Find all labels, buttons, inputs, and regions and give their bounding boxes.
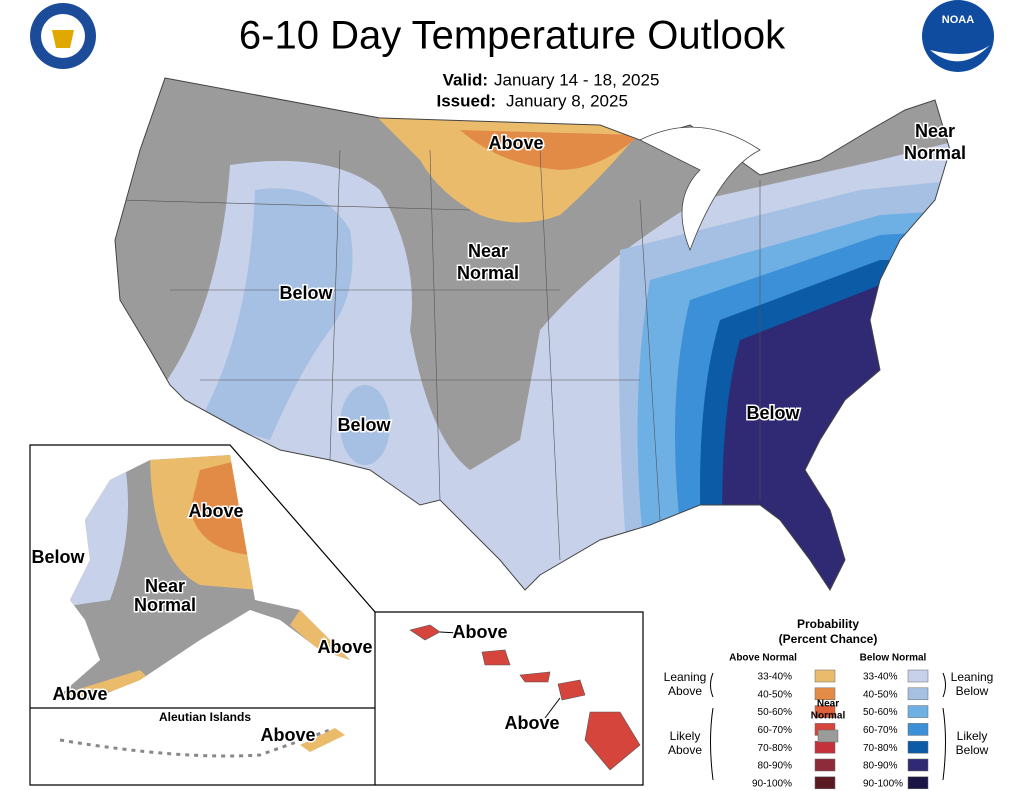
region-label: Above: [188, 501, 243, 521]
valid-label: Valid:: [443, 70, 488, 89]
issued-date: January 8, 2025: [506, 91, 628, 110]
legend-swatch: [814, 776, 836, 790]
legend-swatch: [907, 758, 929, 772]
above-header: Above Normal: [729, 653, 797, 664]
legend-title: Probability: [797, 617, 859, 631]
legend-swatch: [907, 669, 929, 683]
near-normal-label: Normal: [811, 711, 846, 722]
legend-swatch: [814, 687, 836, 701]
region-label: Normal: [457, 263, 519, 283]
region-label: Near: [468, 241, 508, 261]
legend-group: Below: [956, 684, 989, 698]
title: 6-10 Day Temperature Outlook: [239, 14, 786, 58]
legend-range: 50-60%: [758, 707, 793, 718]
legend-range: 50-60%: [863, 707, 898, 718]
legend-range: 33-40%: [863, 672, 898, 683]
aleutians: [59, 728, 331, 758]
legend-range: 80-90%: [758, 761, 793, 772]
inset-frames: [29, 444, 644, 786]
aleutians-above: [300, 728, 345, 752]
conus-outline: [114, 77, 951, 591]
legend-swatch: [814, 669, 836, 683]
legend-range: 90-100%: [752, 778, 792, 789]
legend-swatch: [907, 705, 929, 718]
region-label: Below: [746, 403, 800, 423]
region-label: Above: [452, 622, 507, 642]
commerce-logo: [30, 3, 96, 69]
legend-range: 40-50%: [758, 689, 793, 700]
legend-braces: [710, 672, 946, 781]
legend-group: Below: [956, 743, 989, 757]
legend-swatch: [907, 723, 929, 736]
issued-label: Issued:: [436, 91, 496, 110]
region-label: Above: [488, 133, 543, 153]
legend-group: Leaning: [664, 670, 707, 684]
region-label: Above: [52, 684, 107, 704]
legend-group: Likely: [670, 729, 701, 743]
inset-title: Aleutian Islands: [159, 710, 251, 724]
region-label: Near: [915, 121, 955, 141]
region-label: Below: [31, 547, 85, 567]
legend-swatch: [907, 740, 929, 754]
legend-range: 70-80%: [758, 743, 793, 754]
legend-group: Above: [668, 684, 702, 698]
legend-swatch: [814, 758, 836, 772]
region-label: Below: [337, 415, 391, 435]
region-label: Normal: [904, 143, 966, 163]
legend-swatch: [907, 687, 929, 701]
region-label: Below: [279, 283, 333, 303]
region-label: Above: [504, 713, 559, 733]
region-label: Normal: [134, 595, 196, 615]
legend-swatch: [817, 729, 839, 743]
noaa-text: NOAA: [942, 14, 974, 26]
legend-swatch: [814, 705, 836, 718]
legend-range: 60-70%: [863, 725, 898, 736]
legend-range: 60-70%: [758, 725, 793, 736]
region-label: Above: [317, 637, 372, 657]
great-lakes: [639, 126, 761, 252]
legend-swatch: [907, 776, 929, 790]
legend-group: Above: [668, 743, 702, 757]
legend-group: Likely: [957, 729, 988, 743]
alaska: [60, 455, 350, 700]
legend: Probability (Percent Chance) Above Norma…: [664, 617, 994, 789]
pointers: [439, 631, 561, 719]
legend-group: Leaning: [951, 670, 994, 684]
legend-range: 90-100%: [863, 778, 903, 789]
noaa-logo: NOAA: [922, 0, 994, 72]
hawaii: [409, 624, 641, 771]
legend-range: 40-50%: [863, 689, 898, 700]
region-label: Above: [260, 725, 315, 745]
below-header: Below Normal: [860, 653, 927, 664]
legend-swatch: [814, 740, 836, 754]
near-normal-label: Near: [817, 699, 839, 710]
legend-range: 33-40%: [758, 672, 793, 683]
legend-subtitle: (Percent Chance): [779, 632, 878, 646]
valid-dates: January 14 - 18, 2025: [494, 70, 659, 89]
legend-range: 80-90%: [863, 761, 898, 772]
region-label: Near: [145, 576, 185, 596]
legend-range: 70-80%: [863, 743, 898, 754]
